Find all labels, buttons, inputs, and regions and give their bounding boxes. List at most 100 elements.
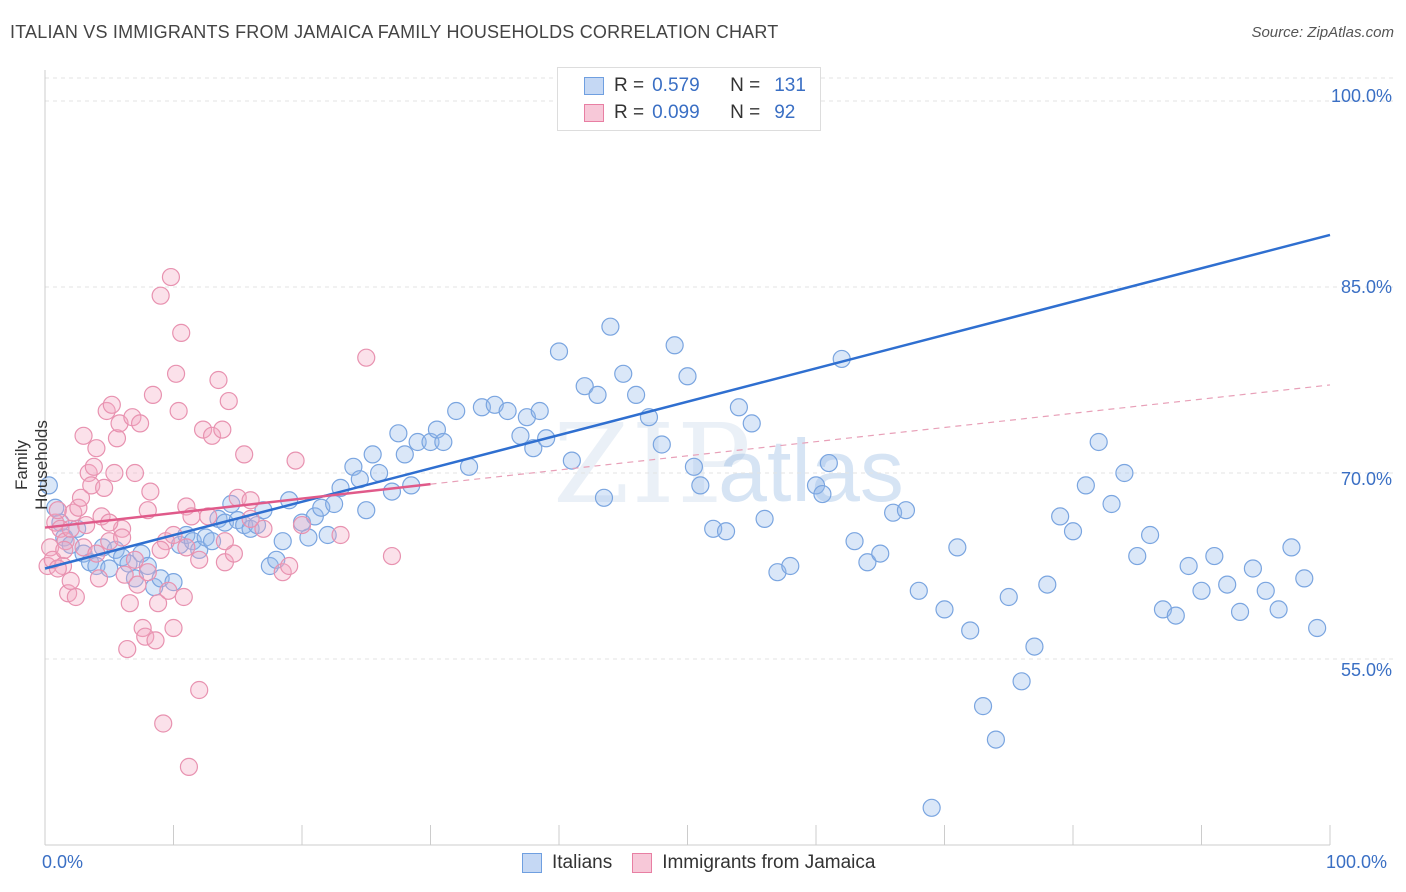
data-point-italians xyxy=(845,532,864,551)
data-point-italians xyxy=(1230,602,1250,621)
data-point-italians xyxy=(1076,476,1095,495)
data-point-italians xyxy=(318,525,337,545)
data-point-jamaica xyxy=(292,515,312,535)
data-point-italians xyxy=(742,414,761,433)
data-point-italians xyxy=(1102,494,1121,514)
data-point-italians xyxy=(1179,556,1198,576)
y-tick-label-70: 70.0% xyxy=(1340,469,1392,489)
r-label: R = xyxy=(614,75,645,96)
data-point-jamaica xyxy=(151,286,170,305)
data-point-italians xyxy=(1115,463,1134,483)
data-point-italians xyxy=(986,730,1006,749)
legend-swatch-italians xyxy=(522,853,542,873)
data-point-jamaica xyxy=(213,420,232,439)
data-point-jamaica xyxy=(66,587,85,607)
data-point-jamaica xyxy=(118,639,137,659)
n-label: N = xyxy=(730,102,761,123)
data-point-jamaica xyxy=(179,757,199,776)
r-label: R = xyxy=(614,102,645,123)
data-point-italians xyxy=(408,432,427,452)
data-point-jamaica xyxy=(224,544,243,563)
data-point-jamaica xyxy=(172,323,191,342)
data-point-jamaica xyxy=(151,540,170,559)
legend-label-italians: Italians xyxy=(552,852,613,873)
data-point-jamaica xyxy=(100,513,119,532)
data-point-italians xyxy=(858,553,877,572)
data-point-jamaica xyxy=(130,414,150,433)
data-point-jamaica xyxy=(48,501,67,520)
data-point-italians xyxy=(1269,600,1288,619)
data-point-jamaica xyxy=(166,364,186,383)
data-point-jamaica xyxy=(209,370,228,390)
data-point-italians xyxy=(973,697,993,716)
data-point-jamaica xyxy=(174,587,193,607)
y-tick-label-55: 55.0% xyxy=(1340,660,1392,680)
n-value: 92 xyxy=(774,102,796,123)
n-value: 131 xyxy=(774,75,806,96)
data-point-jamaica xyxy=(115,565,134,584)
data-point-italians xyxy=(948,538,967,557)
y-tick-label-85: 85.0% xyxy=(1340,277,1392,297)
data-point-italians xyxy=(1025,637,1044,656)
legend-swatch-pink xyxy=(584,104,604,122)
legend-item-italians[interactable]: Italians xyxy=(522,852,612,874)
data-point-italians xyxy=(813,484,832,504)
data-point-italians xyxy=(1128,546,1147,566)
r-value: 0.099 xyxy=(652,102,700,123)
legend-label-jamaica: Immigrants from Jamaica xyxy=(662,852,876,873)
data-point-jamaica xyxy=(235,445,254,464)
data-point-italians xyxy=(1089,432,1108,452)
data-point-italians xyxy=(716,522,736,541)
data-point-jamaica xyxy=(146,631,165,650)
data-point-jamaica xyxy=(382,546,402,566)
data-point-italians xyxy=(781,556,800,576)
data-point-italians xyxy=(363,445,382,464)
data-point-jamaica xyxy=(190,680,209,700)
data-point-jamaica xyxy=(74,426,93,445)
data-point-jamaica xyxy=(215,532,234,551)
trend-line-italians xyxy=(44,233,1331,570)
data-point-jamaica xyxy=(280,556,299,576)
data-point-italians xyxy=(164,573,183,592)
watermark-atlas: atlas xyxy=(718,421,904,520)
data-point-italians xyxy=(755,509,774,528)
data-point-jamaica xyxy=(136,627,155,646)
y-tick-label-100: 100.0% xyxy=(1330,86,1392,106)
data-point-italians xyxy=(1205,546,1224,566)
trend-line-jamaica xyxy=(44,482,431,529)
data-point-jamaica xyxy=(128,575,147,594)
data-point-italians xyxy=(1063,522,1083,541)
data-point-italians xyxy=(594,488,614,507)
data-point-jamaica xyxy=(143,385,163,404)
data-point-italians xyxy=(729,398,749,417)
data-point-italians xyxy=(447,401,466,421)
data-point-jamaica xyxy=(193,420,213,439)
data-point-italians xyxy=(511,426,530,445)
data-point-jamaica xyxy=(154,714,173,733)
data-point-jamaica xyxy=(138,563,157,582)
legend-item-jamaica[interactable]: Immigrants from Jamaica xyxy=(632,852,875,874)
data-point-italians xyxy=(357,501,376,520)
data-point-italians xyxy=(665,336,684,355)
data-point-jamaica xyxy=(357,348,376,367)
data-point-italians xyxy=(601,317,620,336)
data-point-jamaica xyxy=(164,618,183,638)
data-point-italians xyxy=(1012,672,1031,691)
data-point-jamaica xyxy=(87,439,106,458)
data-point-jamaica xyxy=(43,550,62,569)
data-point-italians xyxy=(562,451,581,470)
data-point-jamaica xyxy=(159,581,178,600)
data-point-italians xyxy=(549,342,569,361)
x-tick-label-max: 100.0% xyxy=(1326,852,1388,872)
data-point-italians xyxy=(39,476,58,495)
data-point-italians xyxy=(871,544,890,563)
n-label: N = xyxy=(730,75,761,96)
chart-title: ITALIAN VS IMMIGRANTS FROM JAMAICA FAMIL… xyxy=(10,22,779,42)
data-point-jamaica xyxy=(161,267,181,287)
legend-row-italians: R = 0.579 N = 131 xyxy=(584,74,806,98)
data-point-jamaica xyxy=(112,528,132,547)
data-point-italians xyxy=(961,621,980,640)
data-point-italians xyxy=(896,501,916,520)
data-point-jamaica xyxy=(107,429,127,448)
